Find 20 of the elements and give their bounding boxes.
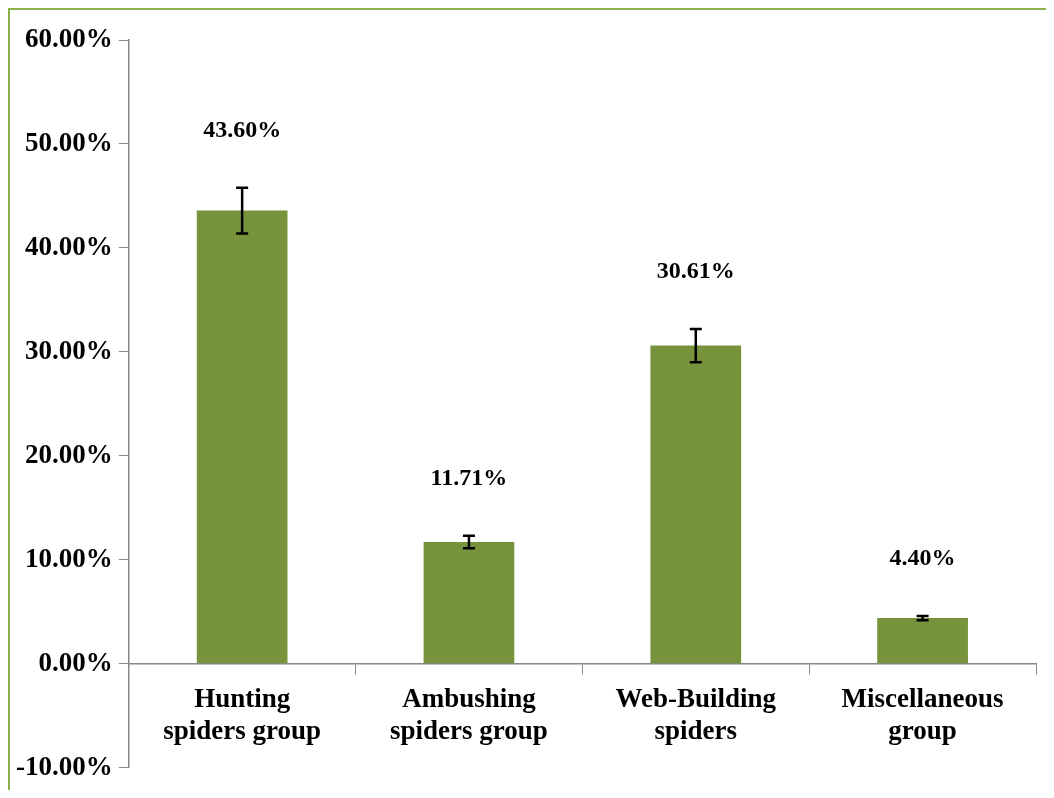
y-tick-label: 20.00% <box>24 438 113 469</box>
y-tick-label: 30.00% <box>24 334 113 365</box>
x-tick-label: Ambushing spiders group <box>390 683 548 746</box>
x-tick-label: Miscellaneous group <box>841 683 1004 746</box>
data-label: 43.60% <box>203 115 282 142</box>
data-label: 30.61% <box>656 257 735 284</box>
y-tick-label: 60.00% <box>24 22 113 53</box>
x-tick-label: Hunting spiders group <box>163 683 322 746</box>
data-label: 4.40% <box>889 544 956 571</box>
y-tick-label: -10.00% <box>15 750 113 781</box>
bar <box>877 618 968 664</box>
y-tick-label: 50.00% <box>24 126 113 157</box>
y-tick-label: 0.00% <box>38 646 113 677</box>
y-tick-label: 10.00% <box>24 542 113 573</box>
bar <box>423 542 515 664</box>
y-tick-label: 40.00% <box>24 230 113 261</box>
x-tick-label: Web-Building spiders <box>615 683 777 746</box>
data-label: 11.71% <box>430 464 508 491</box>
bar <box>196 210 288 664</box>
bar <box>650 345 742 664</box>
